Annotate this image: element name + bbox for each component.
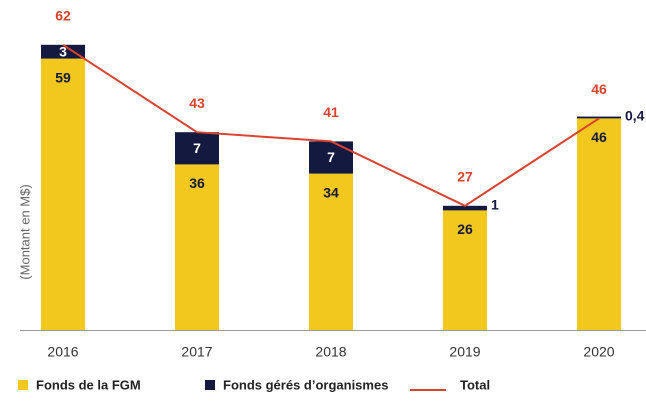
x-tick-label: 2018 [315, 344, 346, 360]
x-tick-label: 2020 [583, 344, 614, 360]
legend-label: Fonds de la FGM [36, 377, 141, 392]
bar-segment [443, 210, 487, 330]
bar-segment [577, 116, 621, 119]
data-label: 3 [59, 43, 67, 59]
data-label: 36 [189, 175, 205, 191]
data-label: 7 [193, 140, 201, 156]
bar-segment [175, 164, 219, 330]
bar-segment [309, 141, 353, 174]
x-tick-label: 2019 [449, 344, 480, 360]
y-axis-label: (Montant en M$) [17, 184, 32, 279]
bar-segment [577, 118, 621, 331]
data-label: 34 [323, 184, 339, 200]
bar-segment [309, 173, 353, 330]
bar-segment [41, 58, 85, 330]
data-label: 46 [591, 129, 607, 145]
bar-segment [443, 205, 487, 211]
x-tick-label: 2017 [181, 344, 212, 360]
bar-segment [175, 132, 219, 165]
total-label: 27 [457, 169, 473, 185]
total-label: 62 [55, 8, 71, 24]
legend-label: Total [460, 377, 490, 392]
data-label: 1 [491, 197, 499, 213]
bar-segment [41, 44, 85, 59]
data-label: 7 [327, 149, 335, 165]
x-tick-label: 2016 [47, 344, 78, 360]
legend-swatch [205, 380, 215, 390]
data-label: 26 [457, 221, 473, 237]
data-label: 0,4 [625, 107, 645, 123]
legend-swatch [18, 380, 28, 390]
legend-label: Fonds gérés d’organismes [223, 377, 388, 392]
total-label: 41 [323, 104, 339, 120]
total-label: 46 [591, 81, 607, 97]
total-label: 43 [189, 95, 205, 111]
data-label: 59 [55, 69, 71, 85]
total-line [62, 43, 600, 207]
